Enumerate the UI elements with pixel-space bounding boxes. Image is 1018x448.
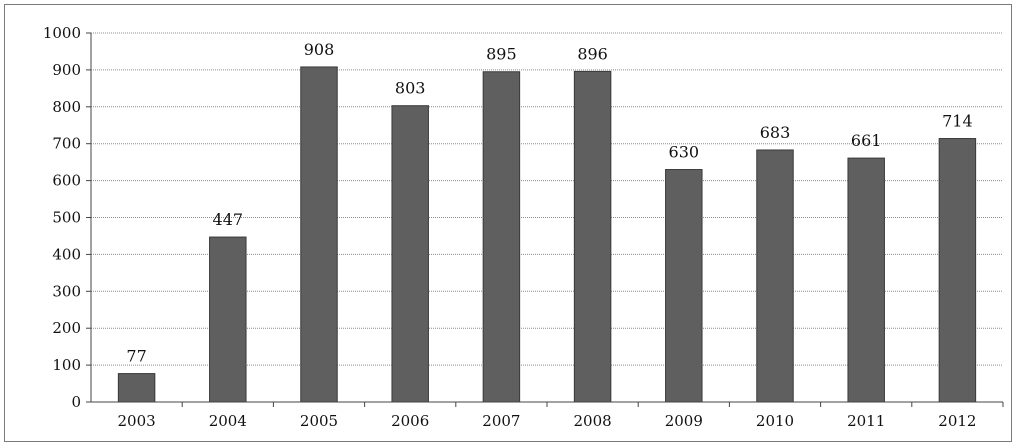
x-tick-label: 2011 [847, 412, 885, 430]
data-label: 803 [395, 79, 426, 98]
y-tick-label: 300 [52, 282, 81, 300]
x-tick-label: 2012 [938, 412, 976, 430]
data-label: 714 [942, 112, 973, 131]
x-tick-label: 2006 [391, 412, 429, 430]
x-tick-label: 2009 [665, 412, 703, 430]
bar [938, 138, 977, 403]
data-label: 896 [577, 44, 608, 63]
data-labels: 77 447 908 803 895 896 630 683 661 714 [126, 40, 972, 366]
axes [86, 32, 1004, 407]
y-tick-label: 400 [52, 245, 81, 263]
data-label: 447 [213, 210, 244, 229]
bar [573, 70, 612, 403]
chart-frame: 0 100 200 300 400 500 600 700 800 900 1000 2003 200… [4, 4, 1012, 442]
data-label: 661 [851, 131, 882, 150]
y-tick-label: 1000 [43, 24, 81, 42]
data-label: 630 [669, 143, 700, 162]
y-tick-label: 700 [52, 135, 81, 153]
x-tick-label: 2005 [300, 412, 338, 430]
y-tick-label: 200 [52, 319, 81, 337]
data-label: 908 [304, 40, 335, 59]
y-tick-labels: 0 100 200 300 400 500 600 700 800 900 1000 [43, 24, 81, 411]
bar [847, 157, 885, 403]
y-tick-label: 800 [52, 98, 81, 116]
bar [391, 105, 429, 403]
x-tick-label: 2007 [482, 412, 520, 430]
y-tick-label: 0 [71, 393, 81, 411]
y-tick-label: 900 [52, 61, 81, 79]
x-tick-labels: 2003 2004 2005 2006 2007 2008 2009 2010 2011 2012 [118, 412, 977, 430]
bar [665, 169, 703, 403]
x-tick-label: 2010 [756, 412, 794, 430]
x-tick-label: 2003 [118, 412, 156, 430]
data-label: 683 [760, 123, 791, 142]
y-tick-label: 100 [52, 356, 81, 374]
bar-series [117, 66, 977, 403]
bar [209, 236, 247, 403]
bar [756, 149, 794, 403]
bar [482, 71, 521, 403]
data-label: 77 [126, 347, 146, 366]
y-tick-label: 500 [52, 209, 81, 227]
data-label: 895 [486, 45, 517, 64]
bar [300, 66, 338, 403]
x-tick-label: 2008 [574, 412, 612, 430]
y-tick-label: 600 [52, 172, 81, 190]
x-tick-label: 2004 [209, 412, 247, 430]
bar [117, 373, 156, 403]
